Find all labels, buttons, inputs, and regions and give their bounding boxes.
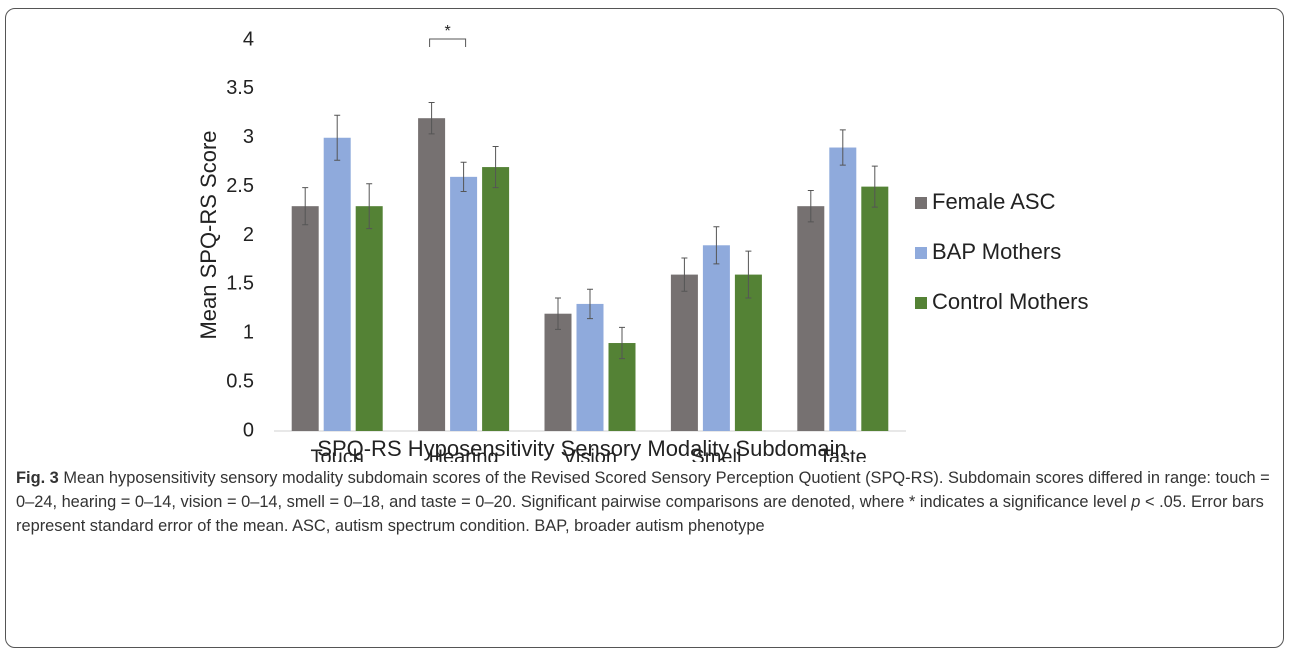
bar: [355, 206, 383, 431]
y-tick-label: 2: [243, 224, 254, 246]
y-tick-label: 1: [243, 322, 254, 344]
y-tick-label: 4: [243, 28, 254, 50]
legend-swatch: [915, 197, 927, 209]
x-tick-label: Vision: [563, 446, 617, 462]
y-axis-title: Mean SPQ-RS Score: [196, 130, 221, 339]
bar: [323, 137, 351, 431]
error-bar: [587, 288, 593, 320]
error-bar: [428, 102, 435, 135]
bar: [544, 313, 572, 431]
significance-bracket: [429, 38, 467, 47]
legend-swatch: [915, 297, 927, 309]
legend-swatch: [915, 247, 927, 259]
bar: [734, 274, 762, 431]
error-bar: [460, 161, 467, 193]
y-tick-label: 0: [243, 419, 254, 441]
error-bar: [681, 257, 688, 292]
y-tick-label: 0.5: [226, 370, 254, 392]
bar: [450, 176, 478, 431]
caption-label: Fig. 3: [16, 469, 59, 487]
error-bar: [366, 183, 373, 230]
x-tick-label: Smell: [691, 446, 741, 462]
legend-label: Female ASC: [932, 189, 1056, 214]
error-bar: [871, 165, 878, 208]
page: Mean SPQ-RS Score SPQ-RS Hyposensitivity…: [5, 8, 1284, 648]
bar: [797, 206, 825, 431]
caption-text: < .05. Error bars represent standard err…: [16, 493, 1264, 535]
y-tick-label: 1.5: [226, 273, 254, 295]
x-axis-title: SPQ-RS Hyposensitivity Sensory Modality …: [317, 436, 846, 461]
caption: Fig. 3 Mean hyposensitivity sensory moda…: [16, 466, 1278, 538]
error-bar: [302, 187, 309, 226]
y-tick-label: 2.5: [226, 175, 254, 197]
significance-label: *: [444, 23, 450, 40]
error-bar: [713, 226, 720, 265]
bar: [670, 274, 698, 431]
error-bar: [334, 114, 341, 161]
error-bar: [555, 297, 561, 330]
caption-text: Mean hyposensitivity sensory modality su…: [16, 469, 1270, 511]
error-bar: [807, 190, 814, 223]
x-tick-label: Touch: [311, 446, 364, 462]
error-bar: [492, 146, 499, 189]
x-tick-label: Hearing: [429, 446, 499, 462]
chart: Mean SPQ-RS Score SPQ-RS Hyposensitivity…: [196, 23, 1089, 462]
bar: [702, 245, 730, 431]
bar: [829, 147, 857, 431]
error-bar: [745, 250, 752, 299]
error-bar: [619, 326, 625, 360]
caption-p: p: [1131, 493, 1141, 511]
bar: [291, 206, 319, 431]
bar: [418, 118, 446, 431]
bar: [861, 186, 889, 431]
bar: [482, 167, 510, 431]
y-tick-label: 3: [243, 126, 254, 148]
y-tick-label: 3.5: [226, 77, 254, 99]
legend-label: Control Mothers: [932, 289, 1089, 314]
legend-label: BAP Mothers: [932, 239, 1061, 264]
bar: [576, 303, 604, 431]
x-tick-label: Taste: [819, 446, 867, 462]
error-bar: [839, 129, 846, 166]
